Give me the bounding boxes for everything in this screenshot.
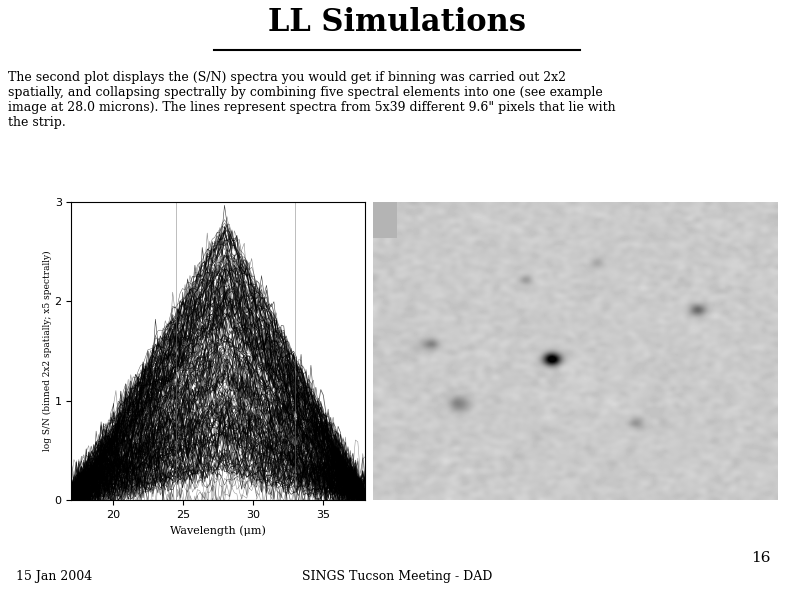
Text: LL Simulations: LL Simulations [268, 7, 526, 38]
Bar [373, 202, 398, 238]
X-axis label: Wavelength (μm): Wavelength (μm) [171, 525, 266, 536]
Text: The second plot displays the (S/N) spectra you would get if binning was carried : The second plot displays the (S/N) spect… [8, 71, 615, 129]
Text: 16: 16 [750, 551, 770, 565]
Text: SINGS Tucson Meeting - DAD: SINGS Tucson Meeting - DAD [302, 570, 492, 583]
Text: 15 Jan 2004: 15 Jan 2004 [16, 570, 92, 583]
Y-axis label: log S/N (binned 2x2 spatially; x5 spectrally): log S/N (binned 2x2 spatially; x5 spectr… [43, 250, 52, 452]
